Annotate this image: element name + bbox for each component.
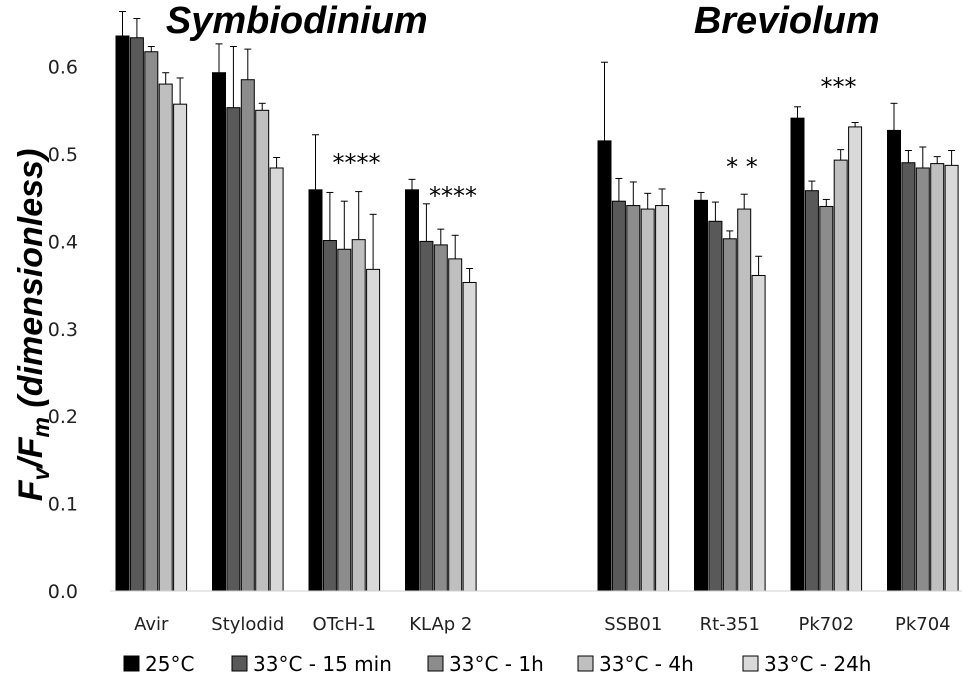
bar [751, 274, 766, 592]
bar [129, 37, 144, 592]
group-title: Symbiodinium [166, 0, 428, 42]
category-label: KLAp 2 [409, 614, 472, 635]
legend-swatch [742, 655, 759, 672]
legend-swatch [577, 655, 594, 672]
bar [173, 103, 188, 592]
category-labels: Avir Stylodid OTcH-1 KLAp 2 SSB01 Rt-351 Pk702… [134, 614, 950, 635]
y-tick-label: 0.2 [48, 406, 78, 428]
bar [819, 205, 834, 592]
bar [915, 167, 930, 592]
bar [833, 159, 848, 592]
category-label: OTcH-1 [313, 614, 376, 635]
bar [930, 163, 945, 592]
bars-layer: **** **** * * *** [115, 11, 959, 592]
bar [351, 239, 366, 592]
bar [640, 208, 655, 592]
y-axis-label: Fv/Fm (dimensionless) [12, 149, 54, 502]
bar [708, 220, 723, 592]
category-label: SSB01 [604, 614, 662, 635]
y-axis-label-sub-m: m [28, 417, 54, 437]
bar [737, 208, 752, 592]
category-label: Avir [134, 614, 169, 635]
bar [462, 281, 477, 592]
y-tick-label: 0.3 [48, 319, 78, 341]
bar [269, 167, 284, 592]
y-axis-label-rest: (dimensionless) [12, 149, 50, 417]
bar [158, 83, 173, 592]
bar [611, 200, 626, 592]
bar [366, 268, 381, 592]
category-label: Pk704 [895, 614, 951, 635]
bar [722, 238, 737, 592]
bar [848, 126, 863, 592]
legend-swatch [427, 655, 444, 672]
bar [308, 189, 323, 592]
bar [655, 205, 670, 592]
bar [405, 189, 419, 592]
y-axis-label-slash: /F [12, 436, 50, 469]
legend-swatch [231, 655, 248, 672]
legend-label: 33°C - 4h [599, 652, 694, 676]
significance-stars: **** [333, 149, 381, 177]
group-titles: Symbiodinium Breviolum [166, 0, 880, 42]
legend-label: 25°C [145, 652, 194, 676]
y-axis-ticks: 0.0 0.1 0.2 0.3 0.4 0.5 0.6 [48, 57, 78, 603]
significance-stars: **** [429, 182, 477, 210]
legend: 25°C 33°C - 15 min 33°C - 1h 33°C - 4h 33°C … [123, 652, 871, 676]
y-tick-label: 0.5 [48, 144, 78, 166]
y-tick-label: 0.6 [48, 57, 78, 79]
bar [694, 199, 708, 592]
category-label: Pk702 [798, 614, 854, 635]
y-tick-label: 0.0 [48, 581, 78, 603]
svg-text:Fv/Fm (dimensionless): Fv/Fm (dimensionless) [12, 149, 54, 502]
bar [887, 129, 901, 592]
bar [337, 248, 352, 592]
bar [448, 258, 463, 592]
bar [944, 164, 959, 592]
bar [901, 162, 916, 592]
y-tick-label: 0.4 [48, 231, 78, 253]
bar [144, 51, 159, 592]
legend-label: 33°C - 15 min [253, 652, 392, 676]
bar [322, 240, 337, 592]
y-tick-label: 0.1 [48, 494, 78, 516]
bar [626, 205, 641, 592]
bar [226, 107, 241, 592]
bar [255, 109, 270, 592]
bar [597, 140, 612, 592]
bar [433, 244, 448, 592]
legend-label: 33°C - 1h [449, 652, 544, 676]
category-label: Stylodid [211, 614, 284, 635]
legend-swatch [123, 655, 140, 672]
y-axis-label-sub-v: v [28, 466, 54, 480]
group-title: Breviolum [694, 0, 880, 42]
y-axis-label-main: F [12, 479, 50, 501]
bar [419, 240, 434, 592]
significance-stars: *** [821, 73, 857, 101]
bar [240, 79, 255, 592]
bar [790, 117, 805, 592]
legend-label: 33°C - 24h [764, 652, 871, 676]
bar [115, 35, 130, 592]
category-label: Rt-351 [700, 614, 760, 635]
significance-stars: * * [726, 153, 758, 181]
bar [804, 190, 819, 592]
bar [212, 72, 226, 592]
